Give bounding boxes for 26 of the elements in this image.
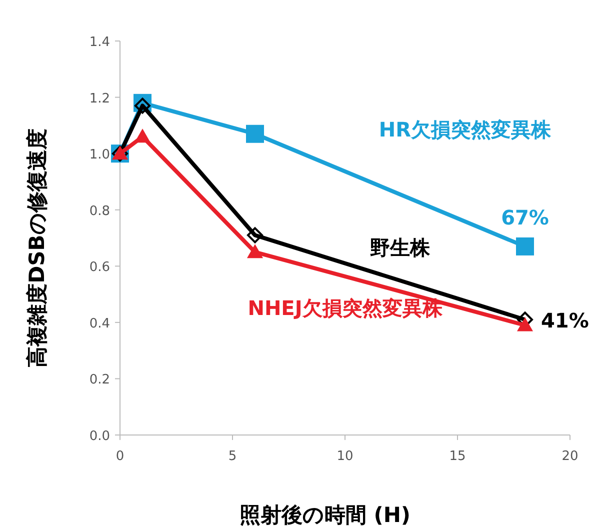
y-tick-label: 0.2 bbox=[89, 372, 110, 388]
x-tick-label: 20 bbox=[562, 449, 578, 464]
point bbox=[247, 244, 263, 258]
y-tick-label: 0.4 bbox=[89, 316, 110, 332]
annotation: 41% bbox=[541, 308, 589, 333]
text: HR欠損突然変異株 bbox=[378, 117, 552, 142]
point bbox=[134, 128, 150, 143]
y-tick-label: 1.4 bbox=[89, 35, 110, 50]
x-tick-label: 0 bbox=[116, 449, 124, 464]
x-tick-label: 10 bbox=[336, 449, 354, 464]
point bbox=[517, 317, 533, 332]
x-tick-label: 15 bbox=[449, 449, 466, 464]
series-label: 野生株 bbox=[370, 236, 431, 260]
x-axis-title: 照射後の時間 (H) bbox=[239, 503, 411, 527]
point bbox=[134, 98, 150, 114]
y-tick-label: 1.0 bbox=[89, 148, 110, 163]
y-axis-title: 高複雑度DSBの修復速度 bbox=[25, 128, 49, 368]
point bbox=[247, 227, 263, 244]
point bbox=[246, 124, 264, 143]
y-tick-label: 0.0 bbox=[89, 429, 110, 444]
y-tick-label: 1.2 bbox=[89, 91, 110, 106]
y-tick-label: 0.8 bbox=[89, 204, 110, 219]
y-tick-label: 0.6 bbox=[89, 260, 110, 276]
x-tick-label: 5 bbox=[228, 449, 237, 464]
annotation: 67% bbox=[501, 205, 549, 230]
point bbox=[516, 237, 534, 256]
